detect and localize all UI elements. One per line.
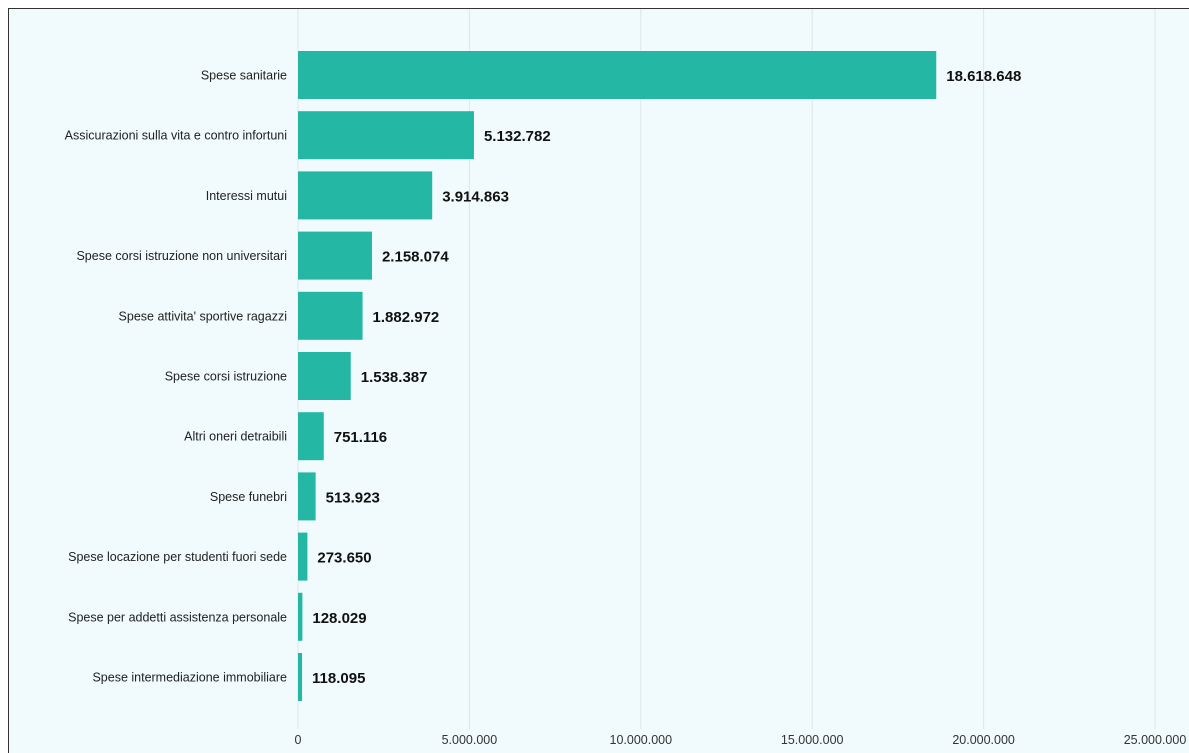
x-tick-label: 15.000.000 [781,733,844,747]
category-label: Interessi mutui [206,189,287,203]
category-label: Spese attivita' sportive ragazzi [119,309,287,323]
x-tick-label: 5.000.000 [442,733,498,747]
category-label: Spese intermediazione immobiliare [92,671,287,685]
x-tick-label: 10.000.000 [610,733,673,747]
value-label: 2.158.074 [382,249,449,266]
bar-chart: 0 5.000.000 10.000.000 15.000.000 20.000.000… [65,9,1187,747]
bar [298,171,433,220]
value-label: 128.029 [312,610,366,627]
bar [298,472,316,521]
x-tick-label: 25.000.000 [1124,733,1187,747]
bar [298,291,363,340]
value-label: 751.116 [334,429,387,446]
category-label: Spese locazione per studenti fuori sede [68,550,287,564]
bar [298,532,308,581]
bar [298,111,474,160]
value-label: 273.650 [317,550,371,567]
category-label: Spese per addetti assistenza personale [68,610,287,624]
value-label: 513.923 [326,489,380,506]
bar [298,231,372,280]
value-label: 5.132.782 [484,128,551,145]
bar [298,653,303,701]
bars [298,51,937,701]
bar [298,412,324,461]
category-label: Assicurazioni sulla vita e contro infort… [65,129,287,143]
value-label: 1.882.972 [373,309,440,326]
category-label: Spese corsi istruzione non universitari [76,249,287,263]
chart-frame: 0 5.000.000 10.000.000 15.000.000 20.000.000… [8,8,1189,753]
category-label: Spese funebri [210,490,287,504]
bar [298,51,937,99]
value-label: 118.095 [312,670,365,687]
value-label: 3.914.863 [442,188,509,205]
category-label: Altri oneri detraibili [184,430,287,444]
category-label: Spese corsi istruzione [165,370,287,384]
category-label: Spese sanitarie [201,69,287,83]
bar [298,592,303,641]
value-label: 1.538.387 [361,369,428,386]
x-tick-label: 20.000.000 [952,733,1015,747]
labels: 0 5.000.000 10.000.000 15.000.000 20.000.000… [65,68,1187,747]
value-label: 18.618.648 [946,68,1021,85]
bar [298,352,351,400]
x-tick-label: 0 [295,733,302,747]
